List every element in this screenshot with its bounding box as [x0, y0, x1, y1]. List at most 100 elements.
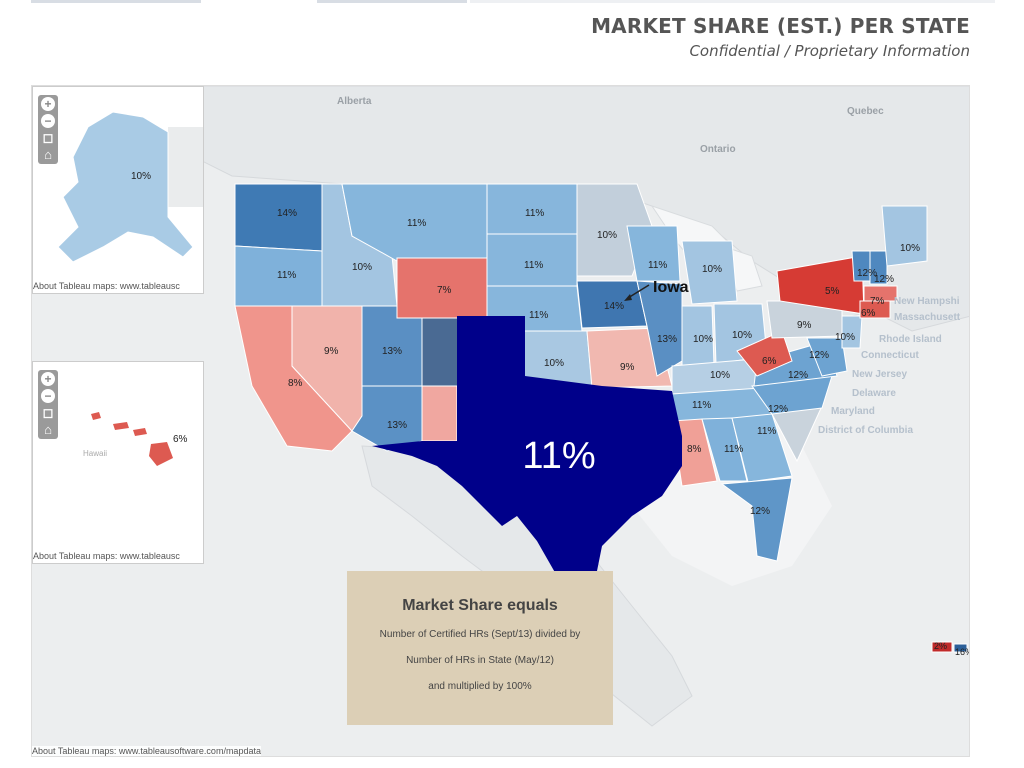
label-arizona: 13%	[387, 420, 407, 431]
label-new-hampshire-geo: New Hampshi	[894, 296, 960, 307]
state-new-hampshire[interactable]	[869, 250, 888, 285]
hawaii-map[interactable]: Hawaii 6%	[33, 362, 203, 563]
state-puerto-rico[interactable]	[931, 641, 953, 653]
label-new-jersey-geo: New Jersey	[852, 369, 907, 380]
state-virgin-islands[interactable]	[953, 643, 968, 653]
infobox-line-3: and multiplied by 100%	[428, 681, 532, 692]
iowa-callout: Iowa	[624, 279, 689, 301]
texas-value-label: 11%	[522, 435, 595, 477]
top-tab-line-2	[317, 0, 467, 3]
alaska-shape[interactable]	[57, 111, 194, 263]
label-maryland-geo: Maryland	[831, 406, 875, 417]
select-icon[interactable]: ◻	[42, 405, 54, 420]
label-kansas: 10%	[544, 358, 564, 369]
label-kentucky: 10%	[710, 370, 730, 381]
zoom-out-icon[interactable]: −	[41, 389, 55, 403]
map-frame[interactable]: 14% 11% 10% 11% 7% 8% 9% 13% 13% 11% 11%…	[31, 85, 970, 757]
state-new-jersey[interactable]	[841, 315, 863, 349]
label-massachusetts-geo: Massachusett	[894, 312, 961, 323]
label-mississippi: 8%	[687, 444, 702, 455]
label-virginia: 12%	[788, 370, 808, 381]
alaska-map-credit[interactable]: About Tableau maps: www.tableausc	[33, 281, 180, 291]
alaska-map-controls: + − ◻ ⌂	[38, 95, 58, 164]
label-new-york: 5%	[825, 286, 840, 297]
label-south-dakota: 11%	[524, 260, 543, 271]
geo-labels: Alberta Ontario Quebec New Hampshi Massa…	[337, 96, 961, 436]
zoom-out-icon[interactable]: −	[41, 114, 55, 128]
label-maryland: 12%	[809, 350, 829, 361]
label-vermont: 12%	[857, 268, 877, 279]
state-illinois[interactable]	[636, 280, 683, 377]
label-delaware-geo: Delaware	[852, 388, 896, 399]
label-connecticut-geo: Connecticut	[861, 350, 919, 361]
iowa-callout-label: Iowa	[653, 279, 689, 296]
hawaii-place-label: Hawaii	[83, 449, 107, 458]
label-west-virginia: 6%	[762, 356, 777, 367]
label-nebraska: 11%	[529, 310, 548, 321]
select-icon[interactable]: ◻	[42, 130, 54, 145]
state-value-labels: 14% 11% 10% 11% 7% 8% 9% 13% 13% 11% 11%…	[277, 208, 970, 657]
label-quebec: Quebec	[847, 106, 884, 117]
hawaii-map-credit[interactable]: About Tableau maps: www.tableausc	[33, 551, 180, 561]
alaska-value-label: 10%	[131, 171, 151, 182]
label-idaho: 10%	[352, 262, 372, 273]
state-texas-highlight[interactable]	[372, 316, 682, 596]
label-north-dakota: 11%	[525, 208, 544, 219]
iowa-arrowhead	[624, 294, 632, 301]
label-virgin-islands: 16%	[955, 647, 970, 657]
label-missouri: 9%	[620, 362, 635, 373]
home-icon[interactable]: ⌂	[44, 422, 52, 437]
alaska-map[interactable]: 10%	[33, 87, 203, 293]
page-subtitle: Confidential / Proprietary Information	[689, 42, 970, 60]
label-dc-geo: District of Columbia	[818, 425, 913, 436]
state-wisconsin[interactable]	[626, 225, 681, 282]
zoom-in-icon[interactable]: +	[41, 372, 55, 386]
top-tab-line-3	[470, 0, 995, 3]
label-indiana: 10%	[693, 334, 713, 345]
state-connecticut[interactable]	[859, 300, 891, 319]
market-share-definition-box: Market Share equals Number of Certified …	[347, 571, 613, 725]
iowa-callout-arrow	[627, 284, 650, 299]
main-map-credit[interactable]: About Tableau maps: www.tableausoftware.…	[32, 746, 261, 756]
label-california: 8%	[288, 378, 303, 389]
label-maine: 10%	[900, 243, 920, 254]
top-tab-line-1	[31, 0, 201, 3]
label-minnesota: 10%	[597, 230, 617, 241]
state-shapes[interactable]	[234, 183, 968, 653]
hawaii-map-controls: + − ◻ ⌂	[38, 370, 58, 439]
state-florida[interactable]	[720, 477, 793, 562]
label-florida: 12%	[750, 506, 770, 517]
label-illinois: 13%	[657, 334, 677, 345]
state-massachusetts[interactable]	[863, 285, 898, 302]
label-new-jersey: 10%	[835, 332, 855, 343]
label-ohio: 10%	[732, 330, 752, 341]
infobox-line-2: Number of HRs in State (May/12)	[406, 655, 554, 666]
state-new-mexico[interactable]	[421, 385, 458, 442]
hawaii-islands[interactable]	[91, 412, 173, 466]
state-west-virginia[interactable]	[736, 330, 793, 377]
label-rhode-island-geo: Rhode Island	[879, 334, 942, 345]
state-michigan[interactable]	[681, 240, 738, 305]
alaska-inset[interactable]: 10% + − ◻ ⌂ About Tableau maps: www.tabl…	[32, 86, 204, 294]
label-washington: 14%	[277, 208, 297, 219]
state-maryland[interactable]	[806, 337, 848, 377]
page-title: MARKET SHARE (EST.) PER STATE	[591, 14, 970, 38]
infobox-heading: Market Share equals	[402, 597, 558, 614]
home-icon[interactable]: ⌂	[44, 147, 52, 162]
label-massachusetts: 7%	[870, 296, 885, 307]
zoom-in-icon[interactable]: +	[41, 97, 55, 111]
label-oregon: 11%	[277, 270, 296, 281]
label-michigan: 10%	[702, 264, 722, 275]
hawaii-inset[interactable]: Hawaii 6% + − ◻ ⌂ About Tableau maps: ww…	[32, 361, 204, 564]
label-pennsylvania: 9%	[797, 320, 812, 331]
label-north-carolina: 12%	[768, 404, 788, 415]
label-alabama: 11%	[724, 444, 743, 455]
label-nevada: 9%	[324, 346, 339, 357]
state-maine[interactable]	[881, 205, 928, 267]
label-georgia: 11%	[757, 426, 776, 437]
label-montana: 11%	[407, 218, 426, 229]
label-connecticut: 6%	[861, 308, 876, 319]
state-georgia[interactable]	[731, 413, 793, 483]
label-new-hampshire: 12%	[874, 274, 894, 285]
label-puerto-rico: 2%	[934, 641, 947, 651]
